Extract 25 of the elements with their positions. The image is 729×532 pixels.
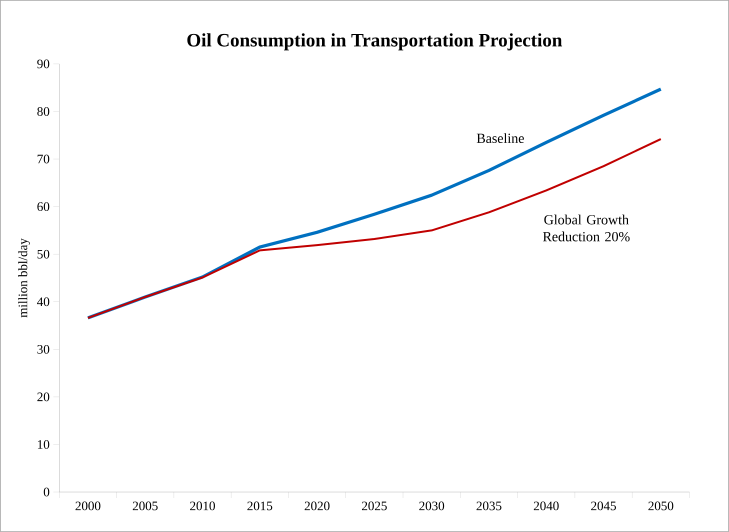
y-tick-label: 60 xyxy=(37,202,50,212)
x-tick-label: 2035 xyxy=(476,502,502,510)
x-tick-label: 2050 xyxy=(648,502,674,510)
x-tick-label: 2005 xyxy=(132,502,158,510)
y-axis-title: million bbl/day xyxy=(18,238,30,318)
x-tick-label: 2015 xyxy=(247,502,272,510)
x-tick-label: 2000 xyxy=(76,502,100,510)
y-tick-label: 0 xyxy=(44,488,50,496)
y-tick-label: 80 xyxy=(37,107,50,116)
x-tick-label: 2010 xyxy=(190,502,215,510)
x-tick-label: 2025 xyxy=(362,502,387,510)
x-tick-label: 2045 xyxy=(591,502,616,510)
y-tick-label: 70 xyxy=(38,154,50,164)
series-label: Baseline xyxy=(476,133,524,144)
x-tick-label: 2020 xyxy=(304,502,330,510)
x-tick-label: 2030 xyxy=(419,502,444,510)
y-tick-label: 90 xyxy=(37,60,50,68)
x-tick-label: 2040 xyxy=(534,502,559,510)
y-tick-label: 40 xyxy=(37,297,50,306)
series-label: Global Growth Reduction 20% xyxy=(542,214,630,242)
y-tick-label: 20 xyxy=(37,392,50,402)
y-tick-label: 30 xyxy=(37,344,50,354)
y-tick-label: 10 xyxy=(38,440,50,449)
y-tick-label: 50 xyxy=(38,250,50,259)
chart-title: Oil Consumption in Transportation Projection xyxy=(187,33,562,50)
